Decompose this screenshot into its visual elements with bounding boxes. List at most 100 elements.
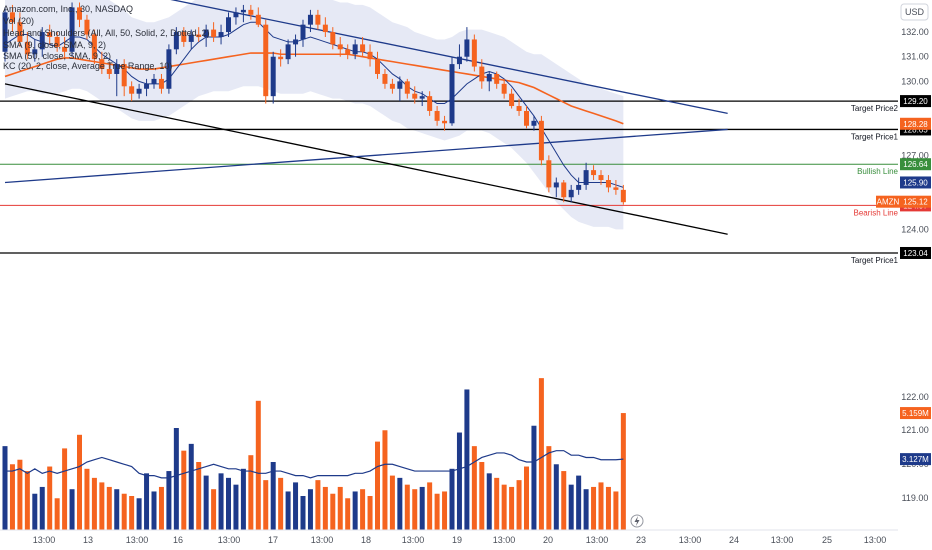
volume-bar [263, 480, 269, 530]
volume-bar [300, 496, 306, 530]
candle-body [345, 49, 351, 55]
time-tick-label: 23 [636, 535, 646, 545]
candle [121, 59, 127, 97]
time-tick-label: 13:00 [33, 535, 56, 545]
volume-bar [412, 489, 418, 530]
level-tag-target_price1_low [900, 246, 931, 259]
candle [278, 49, 284, 67]
lightning-icon[interactable] [630, 514, 644, 528]
candle [352, 39, 358, 60]
legend-head-shoulders[interactable]: Head and Shoulders (All, All, 50, Solid,… [3, 28, 210, 38]
last-price-tag [900, 195, 931, 208]
candlesticks[interactable] [2, 2, 626, 205]
volume-bar [151, 491, 157, 530]
legend-symbol[interactable]: Amazon.com, Inc., 30, NASDAQ [3, 4, 133, 14]
candle-body [561, 182, 567, 198]
level-value-target_price1: 128.05 [903, 125, 928, 134]
candle [315, 9, 321, 30]
sma50-price-value: 128.28 [903, 120, 928, 129]
candle-body [129, 86, 135, 94]
volume-bar [322, 486, 328, 530]
volume-bar [605, 486, 611, 530]
candle [32, 39, 38, 62]
candle [583, 162, 589, 190]
volume-ma-line [5, 450, 624, 479]
candle [17, 12, 23, 47]
volume-bar [136, 498, 142, 530]
candle-body [375, 59, 380, 74]
candle [427, 91, 433, 116]
time-tick-label: 13:00 [218, 535, 241, 545]
legend-sma50[interactable]: SMA (50, close, SMA, 9, 2) [3, 51, 111, 61]
volume-bar [546, 446, 552, 530]
level-value-bullish_line: 126.64 [903, 160, 928, 169]
volume-bar [188, 443, 194, 530]
volume-tag [900, 407, 931, 420]
candle [300, 19, 306, 47]
candle-body [84, 19, 90, 35]
candle [255, 7, 261, 28]
candle-body [166, 49, 172, 89]
candle-body [270, 56, 276, 97]
candle-body [412, 93, 418, 99]
volume-bar [598, 482, 604, 530]
candle [158, 73, 164, 94]
candle-body [576, 184, 582, 190]
volume-bar [181, 450, 187, 530]
candle-body [144, 83, 150, 89]
volume-bar [419, 486, 425, 530]
candle-body [442, 120, 448, 124]
volume-bar [486, 473, 492, 530]
candle [69, 2, 75, 57]
candle-body [382, 73, 388, 84]
volume-bar [77, 434, 82, 530]
candle [240, 4, 246, 23]
volume-bar [494, 477, 500, 530]
candle [24, 32, 30, 60]
candle-body [427, 96, 433, 111]
candle-body [337, 44, 343, 50]
legend-volume[interactable]: Vol (20) [3, 16, 34, 26]
candle [129, 81, 135, 102]
time-tick-label: 13:00 [311, 535, 334, 545]
candle-body [99, 59, 105, 70]
volume-bar [449, 468, 455, 530]
volume-bar [17, 459, 23, 530]
price-tick-label: 121.00 [901, 425, 929, 435]
legend-keltner[interactable]: KC (20, 2, close, Average True Range, 10… [3, 61, 172, 71]
candle-body [24, 41, 30, 55]
candle-body [620, 189, 626, 203]
candle [173, 27, 179, 55]
candle-body [263, 24, 269, 97]
volume-bar [233, 484, 239, 530]
volume-bar [367, 496, 373, 530]
volume-bar [2, 446, 8, 530]
volume-bar [471, 446, 477, 530]
volume-bar [24, 471, 30, 530]
candle [531, 115, 537, 131]
volume-bar [620, 413, 626, 530]
time-axis[interactable]: 13:00 13 13:00 16 13:00 17 13:00 18 13:00 19 13:00… [33, 535, 887, 545]
legend-sma9[interactable]: SMA (9, close, SMA, 9, 2) [3, 40, 106, 50]
volume-bar [173, 428, 179, 530]
candle-body [553, 182, 559, 188]
candle [360, 36, 366, 57]
volume-bar [553, 464, 559, 530]
time-tick-label: 13 [83, 535, 93, 545]
candle [106, 61, 112, 79]
currency-button[interactable] [900, 3, 929, 21]
candle [91, 29, 97, 65]
time-tick-label: 13:00 [126, 535, 149, 545]
volume-bar [54, 498, 60, 530]
time-tick-label: 25 [822, 535, 832, 545]
candle-body [32, 49, 38, 55]
sma9-line [4, 21, 624, 188]
candle-body [367, 51, 373, 60]
symbol-tag [876, 195, 900, 208]
time-tick-label: 13:00 [493, 535, 516, 545]
price-tick-label: 130.00 [901, 76, 929, 86]
candle-body [181, 32, 187, 42]
candle-body [114, 64, 120, 74]
